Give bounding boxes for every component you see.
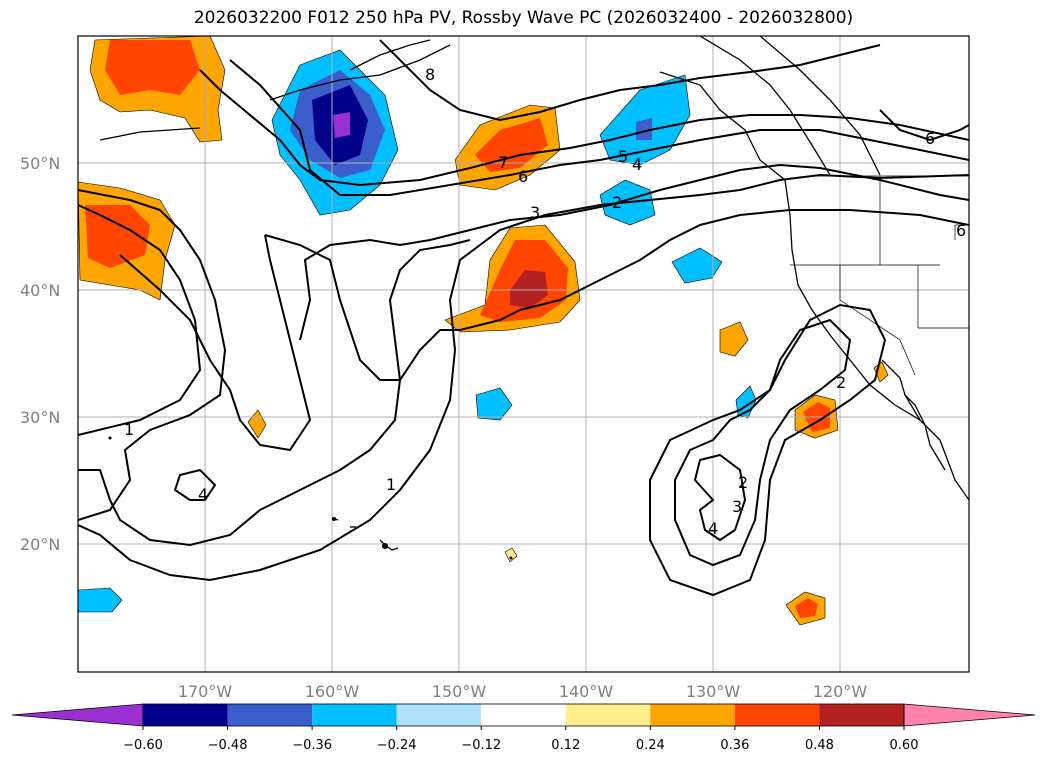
contour-line (78, 204, 202, 436)
colorbar-segment (734, 704, 820, 726)
contour-label: 2 (738, 473, 748, 492)
colorbar-segment (481, 704, 566, 726)
contour-line (299, 163, 969, 341)
colorbar-extend-min (11, 703, 144, 727)
rossby-wave-contours (78, 39, 969, 597)
lat-label: 20°N (20, 535, 60, 554)
contour-line (693, 453, 747, 542)
lon-label: 140°W (559, 682, 614, 701)
lon-label: 150°W (432, 682, 487, 701)
contour-line (78, 239, 471, 547)
pv-negative-region (78, 587, 123, 613)
longitude-labels: 170°W 160°W 150°W 140°W 130°W 120°W (178, 682, 868, 701)
contour-line (173, 468, 217, 501)
latitude-labels: 50°N 40°N 30°N 20°N (20, 154, 60, 554)
contour-line (78, 189, 227, 521)
contour-label: 3 (732, 497, 742, 516)
colorbar-tick-label: −0.48 (208, 738, 248, 753)
contour-labels: 8 7 6 6 5 4 3 2 1 1 4 2 3 4 2 6 (124, 65, 966, 538)
pv-positive-core (475, 118, 548, 172)
contour-label: 1 (124, 420, 134, 439)
contour-line (199, 69, 969, 187)
contour-label: 1 (386, 475, 396, 494)
pv-positive-region (719, 321, 749, 357)
pv-positive-core (105, 40, 200, 95)
contour-line (119, 234, 312, 452)
contour-label: 2 (612, 193, 622, 212)
pv-negative-core (636, 118, 652, 140)
pv-negative-region (671, 247, 723, 284)
contour-label: 4 (632, 155, 642, 174)
contour-label: 5 (618, 147, 628, 166)
colorbar-segment (143, 704, 228, 726)
contour-label: 2 (836, 373, 846, 392)
colorbar-segment (396, 704, 482, 726)
lat-label: 30°N (20, 408, 60, 427)
lon-label: 120°W (813, 682, 868, 701)
islands (108, 436, 513, 560)
contour-label: 4 (198, 485, 208, 504)
colorbar-tick-label: 0.12 (551, 738, 580, 753)
colorbar: −0.60 −0.48 −0.36 −0.24 −0.12 0.12 0.24 0.36 0.4… (11, 703, 1036, 753)
map-frame (77, 35, 970, 673)
pv-negative-region (475, 387, 513, 421)
lon-label: 160°W (305, 682, 360, 701)
contour-line (78, 173, 969, 582)
pv-positive-extreme (510, 270, 548, 308)
contour-label: 6 (925, 129, 935, 148)
lat-label: 50°N (20, 154, 60, 173)
borders (790, 175, 969, 376)
colorbar-tick-label: −0.36 (292, 738, 332, 753)
colorbar-segment (227, 704, 313, 726)
contour-line (674, 318, 852, 567)
contour-label: 4 (708, 519, 718, 538)
pv-positive-core (85, 205, 150, 268)
colorbar-tick-label: −0.60 (123, 738, 163, 753)
contour-label: 3 (530, 203, 540, 222)
contour-line (879, 109, 969, 142)
pv-positive-core (795, 598, 818, 618)
contour-line (379, 39, 881, 122)
colorbar-tick-label: −0.24 (377, 738, 417, 753)
contour-label: 8 (425, 65, 435, 84)
contour-label: 7 (498, 153, 508, 172)
colorbar-tick-label: 0.48 (805, 738, 834, 753)
map-title: 2026032200 F012 250 hPa PV, Rossby Wave … (193, 8, 854, 28)
colorbar-tick-label: 0.24 (636, 738, 665, 753)
pv-negative-extreme (333, 112, 350, 138)
contour-line (649, 303, 887, 597)
contour-line (264, 209, 969, 381)
contour-label: 6 (956, 221, 966, 240)
lat-label: 40°N (20, 281, 60, 300)
colorbar-segment (312, 704, 397, 726)
colorbar-segment (565, 704, 651, 726)
colorbar-extend-max (903, 703, 1036, 727)
colorbar-tick-label: −0.12 (461, 738, 501, 753)
colorbar-tick-label: 0.36 (720, 738, 749, 753)
pv-fill-layer (78, 36, 889, 626)
colorbar-tick-label: 0.60 (890, 738, 919, 753)
map-panel: 8 7 6 6 5 4 3 2 1 1 4 2 3 4 2 6 (78, 36, 969, 672)
contour-label: 6 (518, 167, 528, 186)
colorbar-frame (142, 703, 905, 727)
lon-label: 170°W (178, 682, 233, 701)
colorbar-segment (819, 704, 904, 726)
colorbar-segment (650, 704, 735, 726)
lon-label: 130°W (686, 682, 741, 701)
contour-line (229, 59, 969, 196)
pv-positive-region (504, 547, 518, 563)
